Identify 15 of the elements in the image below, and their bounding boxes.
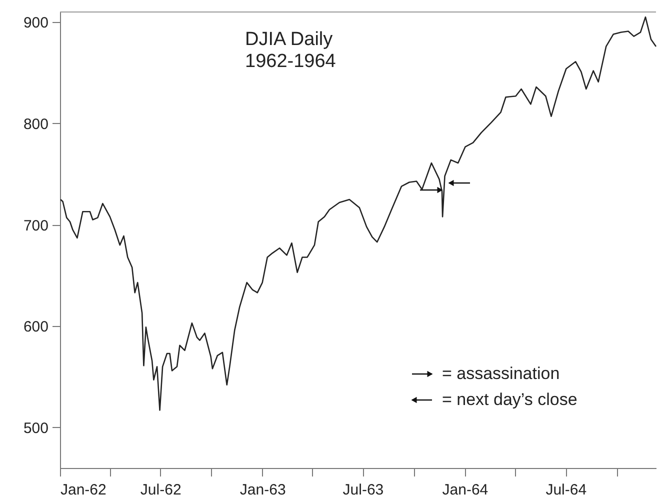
y-tick-label: 800 — [23, 116, 48, 133]
x-tick-label: Jul-63 — [342, 482, 384, 498]
x-tick-label: Jan-62 — [60, 482, 106, 498]
y-tick-label: 700 — [23, 217, 48, 234]
x-tick-label: Jul-62 — [140, 482, 182, 498]
x-tick-label: Jan-63 — [240, 482, 286, 498]
line-series — [60, 16, 657, 411]
x-tick-label: Jan-64 — [442, 482, 488, 498]
annotation: = assassination — [442, 364, 560, 383]
text: DJIA Daily 1962-1964 — [245, 29, 336, 72]
y-tick-label: 900 — [23, 14, 48, 32]
x-tick-label: Jul-64 — [546, 482, 587, 498]
y-tick-label: 500 — [23, 420, 48, 437]
annotation: = next day’s close — [442, 390, 578, 409]
y-tick-label: 600 — [23, 318, 48, 336]
